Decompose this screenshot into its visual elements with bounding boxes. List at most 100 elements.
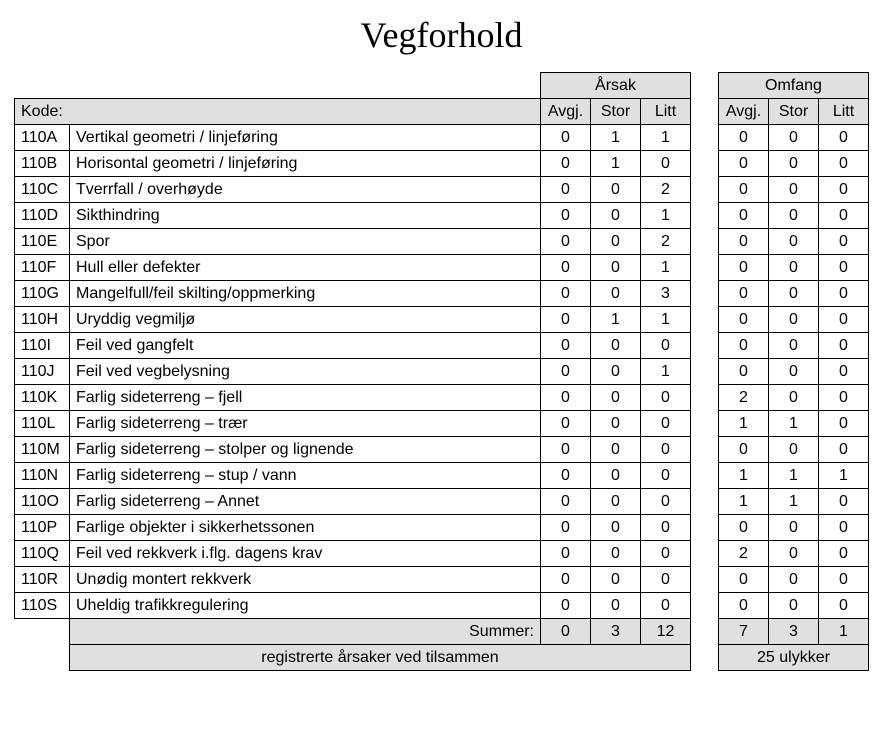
row-a-avgj: 0 (541, 411, 591, 437)
row-o-stor: 0 (769, 567, 819, 593)
row-o-avgj: 0 (719, 229, 769, 255)
row-o-avgj: 0 (719, 515, 769, 541)
row-desc: Mangelfull/feil skilting/oppmerking (70, 281, 541, 307)
row-o-avgj: 0 (719, 125, 769, 151)
table-row: 110BHorisontal geometri / linjeføring010… (15, 151, 869, 177)
vegforhold-table: Årsak Omfang Kode: Avgj. Stor Litt Avgj.… (14, 72, 869, 671)
table-row: 110AVertikal geometri / linjeføring01100… (15, 125, 869, 151)
sum-o-stor: 3 (769, 619, 819, 645)
row-a-stor: 0 (591, 385, 641, 411)
row-a-avgj: 0 (541, 333, 591, 359)
row-o-litt: 0 (819, 359, 869, 385)
arsak-group-header: Årsak (541, 73, 691, 99)
row-code: 110C (15, 177, 70, 203)
row-desc: Vertikal geometri / linjeføring (70, 125, 541, 151)
row-a-litt: 1 (641, 125, 691, 151)
table-row: 110CTverrfall / overhøyde002000 (15, 177, 869, 203)
row-o-stor: 1 (769, 489, 819, 515)
table-row: 110DSikthindring001000 (15, 203, 869, 229)
row-a-avgj: 0 (541, 151, 591, 177)
row-a-avgj: 0 (541, 203, 591, 229)
table-row: 110LFarlig sideterreng – trær000110 (15, 411, 869, 437)
row-a-stor: 0 (591, 593, 641, 619)
row-code: 110R (15, 567, 70, 593)
row-a-stor: 1 (591, 151, 641, 177)
row-code: 110N (15, 463, 70, 489)
table-column-header: Kode: Avgj. Stor Litt Avgj. Stor Litt (15, 99, 869, 125)
row-o-avgj: 2 (719, 385, 769, 411)
table-group-header: Årsak Omfang (15, 73, 869, 99)
row-o-stor: 1 (769, 463, 819, 489)
col-stor-o: Stor (769, 99, 819, 125)
row-o-litt: 0 (819, 541, 869, 567)
row-a-litt: 0 (641, 489, 691, 515)
row-a-stor: 1 (591, 307, 641, 333)
row-a-litt: 0 (641, 515, 691, 541)
row-o-stor: 0 (769, 281, 819, 307)
row-o-litt: 1 (819, 463, 869, 489)
row-o-stor: 0 (769, 359, 819, 385)
row-desc: Spor (70, 229, 541, 255)
col-litt-o: Litt (819, 99, 869, 125)
row-desc: Farlig sideterreng – trær (70, 411, 541, 437)
row-a-stor: 0 (591, 281, 641, 307)
row-a-stor: 0 (591, 359, 641, 385)
kode-header: Kode: (15, 99, 541, 125)
col-litt-a: Litt (641, 99, 691, 125)
row-o-avgj: 0 (719, 281, 769, 307)
row-desc: Sikthindring (70, 203, 541, 229)
row-a-avgj: 0 (541, 255, 591, 281)
row-a-stor: 0 (591, 229, 641, 255)
row-a-avgj: 0 (541, 437, 591, 463)
row-o-avgj: 0 (719, 307, 769, 333)
row-o-litt: 0 (819, 333, 869, 359)
row-desc: Uheldig trafikkregulering (70, 593, 541, 619)
row-o-avgj: 1 (719, 463, 769, 489)
row-code: 110B (15, 151, 70, 177)
table-row: 110JFeil ved vegbelysning001000 (15, 359, 869, 385)
row-o-stor: 0 (769, 255, 819, 281)
row-o-avgj: 0 (719, 333, 769, 359)
row-desc: Farlig sideterreng – Annet (70, 489, 541, 515)
row-a-litt: 0 (641, 593, 691, 619)
row-code: 110D (15, 203, 70, 229)
row-a-stor: 1 (591, 125, 641, 151)
row-a-litt: 0 (641, 541, 691, 567)
row-code: 110E (15, 229, 70, 255)
row-a-litt: 2 (641, 177, 691, 203)
row-a-avgj: 0 (541, 229, 591, 255)
row-desc: Feil ved gangfelt (70, 333, 541, 359)
sum-o-avgj: 7 (719, 619, 769, 645)
row-o-stor: 0 (769, 203, 819, 229)
row-a-litt: 3 (641, 281, 691, 307)
row-o-avgj: 0 (719, 203, 769, 229)
row-a-avgj: 0 (541, 489, 591, 515)
sum-a-stor: 3 (591, 619, 641, 645)
row-a-avgj: 0 (541, 541, 591, 567)
row-a-litt: 1 (641, 307, 691, 333)
row-desc: Feil ved rekkverk i.flg. dagens krav (70, 541, 541, 567)
row-desc: Farlig sideterreng – stolper og lignende (70, 437, 541, 463)
row-a-stor: 0 (591, 541, 641, 567)
sum-o-litt: 1 (819, 619, 869, 645)
row-o-litt: 0 (819, 307, 869, 333)
row-o-avgj: 1 (719, 411, 769, 437)
footer-row: registrerte årsaker ved tilsammen 25 uly… (15, 645, 869, 671)
row-desc: Horisontal geometri / linjeføring (70, 151, 541, 177)
row-a-litt: 0 (641, 385, 691, 411)
col-avgj-o: Avgj. (719, 99, 769, 125)
footer-label: registrerte årsaker ved tilsammen (70, 645, 691, 671)
row-o-litt: 0 (819, 515, 869, 541)
row-o-litt: 0 (819, 203, 869, 229)
row-a-stor: 0 (591, 567, 641, 593)
row-o-avgj: 0 (719, 567, 769, 593)
row-a-avgj: 0 (541, 281, 591, 307)
page-title: Vegforhold (14, 14, 869, 56)
row-code: 110I (15, 333, 70, 359)
row-a-litt: 0 (641, 463, 691, 489)
row-a-stor: 0 (591, 255, 641, 281)
table-row: 110PFarlige objekter i sikkerhetssonen00… (15, 515, 869, 541)
col-avgj-a: Avgj. (541, 99, 591, 125)
row-code: 110L (15, 411, 70, 437)
table-row: 110FHull eller defekter001000 (15, 255, 869, 281)
